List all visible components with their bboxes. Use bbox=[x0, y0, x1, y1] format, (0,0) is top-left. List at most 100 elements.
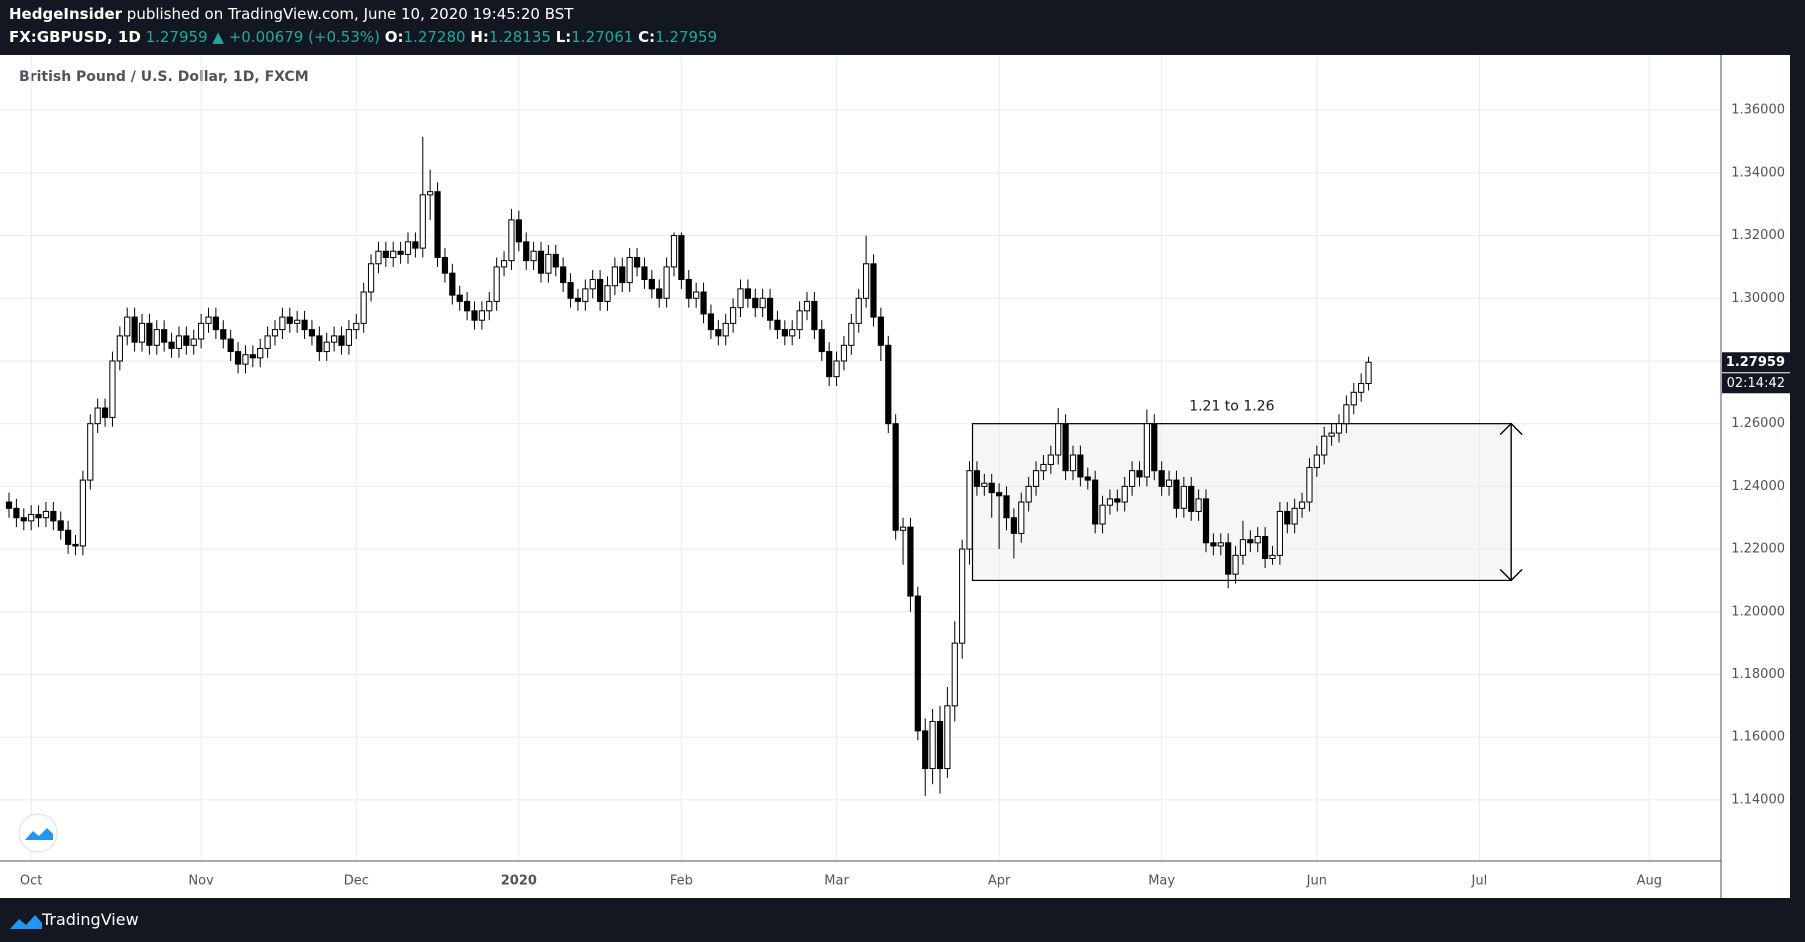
candle bbox=[752, 288, 759, 318]
candle bbox=[537, 241, 545, 283]
ohlc-label: H: bbox=[470, 28, 489, 46]
candle-body bbox=[959, 548, 966, 644]
candle-body bbox=[1121, 485, 1128, 503]
candle-body bbox=[1269, 554, 1276, 559]
price-tag-bg bbox=[1722, 352, 1790, 373]
candle bbox=[789, 320, 796, 346]
candle-body bbox=[205, 316, 212, 324]
x-tick-label: Feb bbox=[670, 874, 693, 889]
candle bbox=[57, 511, 64, 540]
candle bbox=[5, 492, 13, 518]
candle bbox=[412, 232, 419, 258]
x-tick-label: Oct bbox=[20, 874, 42, 889]
candle bbox=[146, 313, 153, 355]
y-tick-label: 1.22000 bbox=[1731, 542, 1785, 557]
candle bbox=[1003, 486, 1010, 531]
candle bbox=[619, 257, 626, 293]
candle-body bbox=[79, 479, 86, 547]
y-tick-label: 1.30000 bbox=[1731, 291, 1785, 306]
candle-body bbox=[855, 297, 862, 324]
candle-body bbox=[848, 322, 855, 346]
candle-body bbox=[87, 423, 94, 481]
candle bbox=[50, 502, 57, 531]
candle bbox=[1254, 527, 1261, 553]
candle-body bbox=[94, 407, 101, 425]
candle-body bbox=[722, 322, 729, 337]
candle bbox=[840, 335, 848, 371]
candle bbox=[803, 292, 811, 321]
candle-body bbox=[648, 278, 655, 290]
candle-body bbox=[316, 335, 323, 353]
candle-body bbox=[1284, 510, 1291, 525]
candle-body bbox=[929, 720, 936, 770]
candle-body bbox=[1077, 454, 1084, 478]
candle-body bbox=[515, 219, 522, 243]
candle bbox=[87, 414, 94, 490]
published: published on TradingView.com, June 10, 2… bbox=[126, 5, 574, 23]
candle-body bbox=[1158, 470, 1165, 487]
candle bbox=[678, 232, 685, 289]
candle-body bbox=[670, 235, 678, 268]
candle-body bbox=[641, 266, 648, 280]
candle bbox=[227, 329, 234, 361]
candle bbox=[1358, 373, 1365, 402]
candle bbox=[338, 326, 345, 355]
candle-body bbox=[198, 322, 205, 340]
candle-body bbox=[471, 310, 478, 321]
y-tick-label: 1.24000 bbox=[1731, 479, 1785, 494]
y-tick-label: 1.20000 bbox=[1731, 604, 1785, 619]
candle bbox=[390, 241, 397, 267]
candle bbox=[1173, 470, 1180, 518]
candle-body bbox=[456, 294, 463, 302]
candle bbox=[1018, 492, 1025, 543]
candle-body bbox=[796, 310, 803, 331]
candle-body bbox=[390, 250, 397, 259]
candle bbox=[1158, 461, 1165, 496]
candle bbox=[870, 254, 877, 327]
x-tick-label: Jul bbox=[1471, 874, 1488, 889]
candle bbox=[20, 508, 27, 531]
candle-body bbox=[1254, 536, 1261, 544]
candle bbox=[353, 313, 360, 340]
brand: TradingView bbox=[42, 910, 139, 929]
candle-body bbox=[611, 266, 618, 287]
candle bbox=[161, 320, 168, 352]
candle bbox=[1114, 489, 1121, 512]
candle bbox=[190, 329, 197, 355]
candle-body bbox=[700, 291, 707, 315]
candle-body bbox=[227, 338, 234, 353]
candle-body bbox=[175, 335, 183, 349]
candle bbox=[13, 498, 20, 528]
ohlc-label: O: bbox=[384, 28, 404, 46]
candle-body bbox=[161, 329, 168, 343]
candle-body bbox=[1276, 510, 1283, 556]
candle bbox=[914, 586, 921, 741]
candle-body bbox=[404, 241, 412, 255]
x-tick-label: May bbox=[1148, 874, 1175, 889]
candle-body bbox=[1225, 542, 1232, 575]
x-tick-label: 2020 bbox=[501, 874, 537, 889]
candle bbox=[323, 332, 330, 361]
candle bbox=[1276, 502, 1283, 565]
candle bbox=[1232, 545, 1239, 584]
candle bbox=[294, 310, 301, 333]
candle-body bbox=[545, 253, 552, 274]
candle bbox=[1092, 470, 1099, 534]
candle-body bbox=[678, 235, 685, 280]
candle-body bbox=[826, 351, 833, 378]
candle bbox=[316, 326, 323, 361]
candle-body bbox=[124, 316, 131, 337]
candle-body bbox=[811, 300, 818, 331]
candle bbox=[1032, 461, 1040, 496]
candle-body bbox=[360, 291, 367, 324]
candle bbox=[523, 232, 530, 271]
candle bbox=[693, 282, 700, 308]
candle-body bbox=[818, 329, 825, 353]
candle-body bbox=[870, 263, 877, 318]
candle bbox=[1106, 489, 1114, 515]
candle bbox=[131, 307, 138, 352]
candle-body bbox=[301, 319, 308, 331]
candle-body bbox=[1262, 536, 1269, 559]
candle-body bbox=[1291, 507, 1298, 525]
